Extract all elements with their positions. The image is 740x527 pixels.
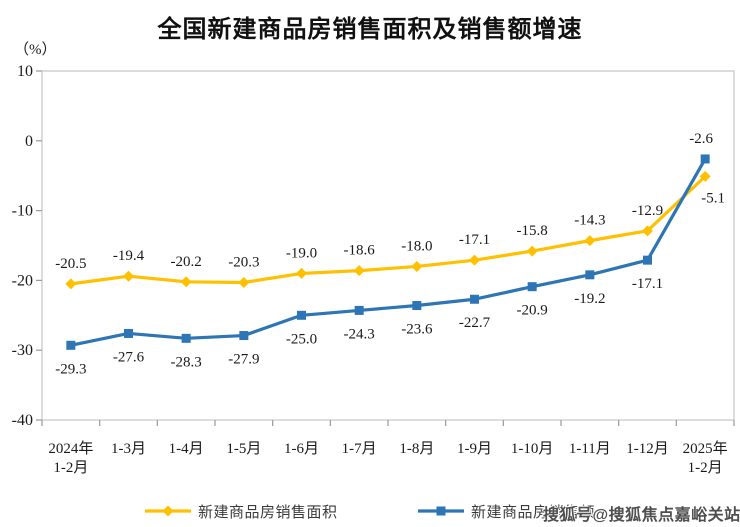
y-axis-tick-label: -10 <box>12 203 33 220</box>
legend-label-sales-area: 新建商品房销售面积 <box>198 503 338 521</box>
data-point-label: -24.3 <box>344 326 375 342</box>
data-point-label: -17.1 <box>632 276 663 292</box>
data-point-label: -27.9 <box>228 352 259 368</box>
legend-line-diamond-icon <box>145 505 191 517</box>
x-axis-category-label: 1-3月 <box>111 441 146 457</box>
x-axis-category-label: 2025年 1-2月 <box>683 440 728 476</box>
x-axis-category-label: 1-7月 <box>342 441 377 457</box>
diamond-marker <box>65 278 77 290</box>
square-marker <box>354 305 364 315</box>
square-marker <box>585 270 595 280</box>
square-marker <box>66 340 76 350</box>
y-axis-tick-label: -20 <box>12 272 33 289</box>
diamond-marker <box>296 267 307 279</box>
x-axis-category-label: 1-5月 <box>226 441 261 457</box>
x-axis-category-label: 1-8月 <box>399 441 434 457</box>
legend-label-sales-amount: 新建商品房销售额 <box>471 503 596 521</box>
data-point-label: -29.3 <box>55 361 86 377</box>
y-axis-unit-label: （%） <box>14 42 57 58</box>
data-point-label: -22.7 <box>459 315 491 331</box>
data-point-label: -23.6 <box>401 322 433 338</box>
data-point-label: -18.6 <box>344 243 376 259</box>
data-point-label: -20.5 <box>55 256 86 272</box>
legend-item-sales-area: 新建商品房销售面积 <box>145 498 338 524</box>
x-axis-category-label: 1-10月 <box>511 441 554 457</box>
data-point-label: -20.3 <box>228 254 259 270</box>
data-point-label: -19.4 <box>113 248 145 264</box>
data-point-label: -19.2 <box>574 291 605 307</box>
data-point-label: -14.3 <box>574 213 605 229</box>
data-point-label: -25.0 <box>286 331 317 347</box>
data-point-label: -18.0 <box>401 238 432 254</box>
data-point-label: -19.0 <box>286 245 317 261</box>
square-marker <box>297 310 306 320</box>
square-marker <box>470 294 479 304</box>
x-axis-category-label: 1-6月 <box>284 441 319 457</box>
data-point-label: -28.3 <box>171 354 202 370</box>
x-axis-category-label: 1-9月 <box>457 441 492 457</box>
diamond-marker <box>469 254 480 266</box>
legend-line-square-icon <box>418 506 464 516</box>
data-point-label: -17.1 <box>459 232 490 248</box>
diamond-marker <box>584 235 596 247</box>
x-axis-category-label: 2024年 1-2月 <box>48 440 93 476</box>
square-marker <box>700 154 710 164</box>
x-axis-category-label: 1-11月 <box>569 441 611 457</box>
diamond-marker <box>238 276 250 288</box>
data-point-label: -20.9 <box>517 303 548 319</box>
square-marker <box>239 331 249 341</box>
diamond-marker <box>123 270 134 282</box>
diamond-marker <box>699 170 711 182</box>
data-point-label: -5.1 <box>701 190 725 206</box>
y-axis-tick-label: 10 <box>17 63 33 80</box>
legend-item-sales-amount: 新建商品房销售额 <box>418 498 595 524</box>
y-axis-tick-label: -40 <box>12 412 33 429</box>
diamond-marker <box>642 225 653 237</box>
diamond-marker <box>353 265 365 277</box>
diamond-marker <box>411 260 423 272</box>
data-point-label: -27.6 <box>113 349 145 365</box>
square-marker <box>412 301 422 311</box>
data-point-label: -20.2 <box>171 254 202 270</box>
diamond-marker <box>526 245 538 257</box>
watermark: 搜狐号@搜狐焦点嘉峪关站 <box>543 507 740 524</box>
data-point-label: -2.6 <box>689 131 713 147</box>
x-axis-category-label: 1-4月 <box>169 441 204 457</box>
series-line-sales-amount <box>69 157 707 347</box>
plot-border <box>41 70 735 421</box>
square-marker <box>181 333 191 343</box>
data-point-label: -15.8 <box>517 223 548 239</box>
diamond-marker <box>180 276 192 288</box>
y-axis-tick-label: -30 <box>12 342 33 359</box>
square-marker <box>643 255 652 265</box>
x-axis-category-label: 1-12月 <box>626 441 669 457</box>
chart-title: 全国新建商品房销售面积及销售额增速 <box>157 16 583 43</box>
legend: 新建商品房销售面积 新建商品房销售额 <box>0 498 740 526</box>
plot-area: 10 0 -10 -20 -30 -40 2024年 1-2月 1-3月 1-4月 1-5月 1-6月… <box>12 63 735 476</box>
y-axis-tick-label: 0 <box>25 133 33 150</box>
data-point-label: -12.9 <box>632 203 663 219</box>
square-marker <box>527 282 537 292</box>
series-line-sales-area <box>69 174 707 286</box>
square-marker <box>124 328 133 338</box>
